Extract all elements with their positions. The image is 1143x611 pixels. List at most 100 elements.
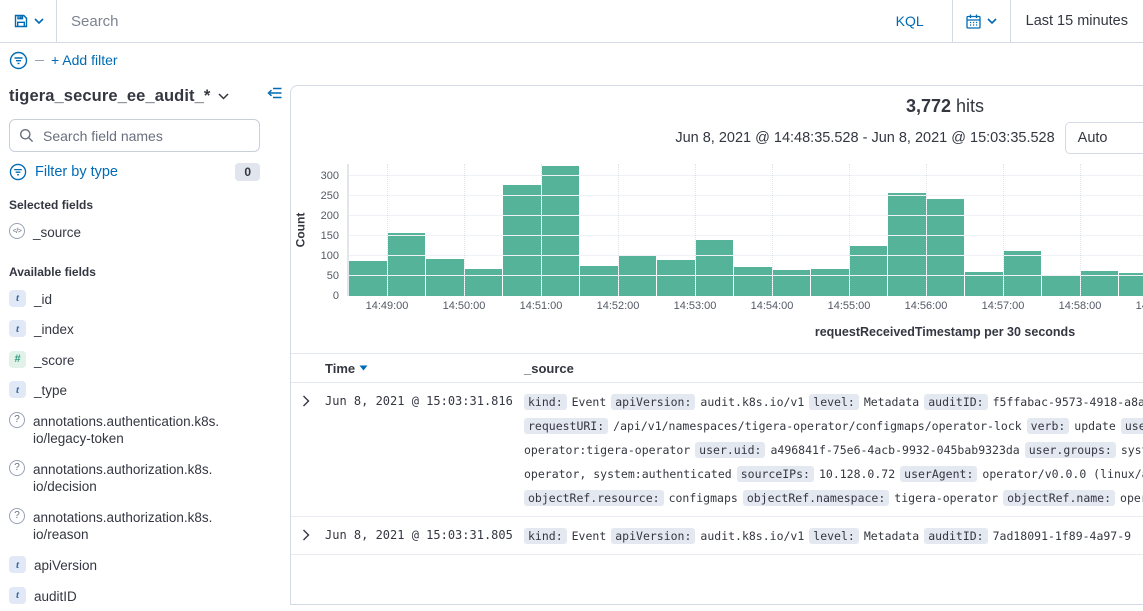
time-range-display: Jun 8, 2021 @ 14:48:35.528 - Jun 8, 2021…: [675, 130, 1055, 146]
gridline-vertical: [541, 164, 542, 296]
row-source-cell: kind: Event apiVersion: audit.k8s.io/v1 leve…: [524, 390, 1143, 510]
histogram-bar[interactable]: [772, 270, 810, 296]
histogram-bars: [349, 164, 1143, 296]
source-line: operator:tigera-operator user.uid: a496841…: [524, 438, 1143, 462]
source-field-value: Event: [571, 529, 607, 543]
hits-row: 3,772 hits: [291, 96, 1143, 118]
field-type-t-icon: t: [9, 381, 26, 399]
histogram-bar[interactable]: [1042, 275, 1080, 296]
row-time-value: Jun 8, 2021 @ 15:03:31.816: [325, 394, 513, 408]
search-input[interactable]: [69, 11, 890, 31]
selected-fields-heading: Selected fields: [9, 198, 94, 212]
field-item[interactable]: ? annotations.authorization.k8s. io/reaso…: [9, 502, 260, 550]
field-item[interactable]: ? annotations.authorization.k8s. io/decis…: [9, 454, 260, 502]
source-field-value: operator-lock: [1120, 491, 1143, 505]
index-pattern-switcher[interactable]: tigera_secure_ee_audit_*: [9, 87, 260, 106]
source-field-key: user.uid:: [695, 442, 766, 458]
histogram-bar[interactable]: [811, 269, 849, 296]
field-item[interactable]: t apiVersion: [9, 550, 260, 581]
filter-count-badge: 0: [235, 163, 260, 181]
histogram-bar[interactable]: [503, 185, 541, 296]
row-expander-button[interactable]: [291, 390, 325, 407]
filter-by-type[interactable]: Filter by type 0: [9, 163, 260, 181]
query-input-wrap: KQL: [57, 0, 942, 42]
field-item[interactable]: t _id: [9, 284, 260, 315]
gridline-vertical: [618, 164, 619, 296]
field-name: annotations.authorization.k8s. io/reason: [33, 509, 213, 543]
collapse-sidebar-icon[interactable]: [266, 85, 284, 101]
x-axis-tick-label: 14:52:00: [596, 300, 640, 312]
histogram-bar[interactable]: [926, 199, 964, 296]
source-field-value: Metadata: [863, 529, 920, 543]
datepicker-group: Last 15 minutes: [951, 0, 1143, 42]
source-field-value: system:serviceaccounts, system:serviceac…: [1120, 443, 1143, 457]
filter-bar: + Add filter: [0, 43, 1143, 77]
field-name: apiVersion: [34, 558, 98, 574]
field-item[interactable]: </> _source: [9, 217, 260, 248]
source-field-key: verb:: [1026, 418, 1070, 434]
source-line: operator, system:authenticated sourceIPs:…: [524, 462, 1143, 486]
histogram-bar[interactable]: [349, 261, 387, 296]
histogram-bar[interactable]: [849, 246, 887, 296]
y-axis-rail: [347, 164, 349, 296]
filter-divider: [35, 59, 44, 61]
histogram-bar[interactable]: [426, 259, 464, 296]
field-item[interactable]: # _score: [9, 345, 260, 376]
histogram-bar[interactable]: [695, 240, 733, 296]
histogram-bar[interactable]: [1003, 251, 1041, 296]
field-item[interactable]: t _type: [9, 375, 260, 406]
time-column-header[interactable]: Time: [325, 361, 524, 376]
table-row: Jun 8, 2021 @ 15:03:31.805 kind: Event apiV…: [291, 517, 1143, 555]
x-axis-tick-label: 14:55:00: [827, 300, 871, 312]
source-column-header: _source: [524, 360, 574, 376]
field-name: _score: [34, 352, 75, 368]
source-field-key: kind:: [524, 394, 567, 410]
source-field-value: f5ffabac-9573-4918-a8a2: [992, 395, 1143, 409]
histogram-bar[interactable]: [965, 272, 1003, 296]
source-field-value: audit.k8s.io/v1: [700, 395, 805, 409]
y-axis-tick-label: 100: [320, 250, 339, 262]
saved-query-button[interactable]: [0, 0, 57, 42]
chevron-down-icon: [987, 17, 997, 25]
add-filter-button[interactable]: + Add filter: [51, 52, 118, 68]
source-field-value: update: [1074, 419, 1116, 433]
time-range-button[interactable]: Last 15 minutes: [1025, 13, 1128, 29]
histogram-bar[interactable]: [618, 256, 656, 296]
source-field-key: requestURI:: [524, 418, 609, 434]
filter-options-icon[interactable]: [9, 51, 28, 70]
interval-select[interactable]: Auto: [1064, 122, 1143, 154]
y-axis-tick-label: 250: [320, 190, 339, 202]
field-name: auditID: [34, 588, 77, 604]
y-axis-tick-label: 300: [320, 170, 339, 182]
interval-select-value: Auto: [1077, 130, 1108, 146]
gridline: [349, 275, 1143, 276]
histogram-bar[interactable]: [734, 267, 772, 296]
field-type-q-icon: ?: [9, 507, 25, 524]
y-axis-tick-label: 150: [320, 230, 339, 242]
histogram-bar[interactable]: [464, 269, 502, 296]
y-axis-tick-label: 50: [326, 270, 339, 282]
datepicker-quick-button[interactable]: [953, 0, 1011, 42]
field-item[interactable]: t auditID: [9, 581, 260, 611]
row-expander-button[interactable]: [291, 524, 325, 541]
source-field-value: audit.k8s.io/v1: [700, 529, 805, 543]
field-item[interactable]: ? annotations.authentication.k8s. io/lega…: [9, 406, 260, 454]
chevron-down-icon: [33, 17, 44, 25]
histogram-bar[interactable]: [580, 266, 618, 296]
field-search-input[interactable]: [41, 126, 250, 145]
source-field-key: userAgent:: [900, 466, 978, 482]
gridline: [349, 235, 1143, 236]
field-name: _source: [33, 225, 82, 240]
kql-button[interactable]: KQL: [895, 13, 924, 29]
histogram-bar[interactable]: [541, 166, 579, 296]
available-fields-list: t _id t _index # _score t _type? annotations.aut…: [9, 284, 260, 611]
hits-count: 3,772: [905, 96, 951, 116]
source-field-value: configmaps: [668, 491, 738, 505]
field-item[interactable]: t _index: [9, 314, 260, 345]
histogram-bar[interactable]: [657, 260, 695, 296]
histogram-bar[interactable]: [1119, 273, 1143, 296]
index-pattern-title: tigera_secure_ee_audit_*: [9, 87, 211, 105]
histogram-bar[interactable]: [387, 233, 425, 296]
histogram-bar[interactable]: [888, 193, 926, 296]
source-field-key: sourceIPs:: [736, 466, 814, 482]
